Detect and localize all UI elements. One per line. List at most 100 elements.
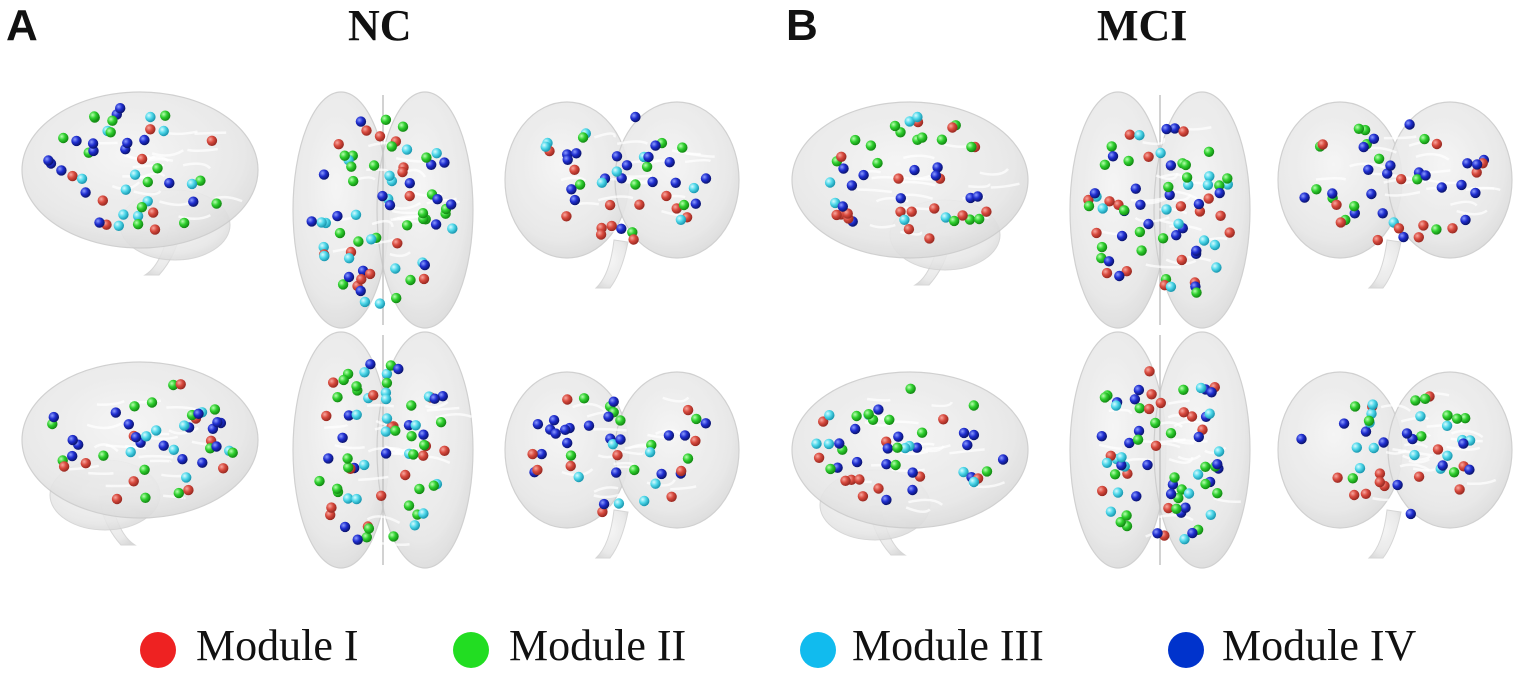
node-module-3: [1165, 281, 1177, 292]
node-module-4: [893, 431, 904, 442]
node-module-3: [644, 447, 656, 458]
node-module-2: [139, 464, 150, 475]
node-module-3: [900, 442, 911, 454]
node-module-1: [333, 139, 344, 150]
node-module-2: [337, 279, 349, 290]
node-module-2: [1442, 410, 1453, 421]
node-module-3: [688, 182, 700, 194]
node-module-1: [813, 452, 825, 463]
node-module-4: [1214, 187, 1225, 199]
node-module-1: [1101, 267, 1113, 279]
node-module-3: [823, 438, 835, 450]
node-module-4: [1103, 256, 1115, 267]
node-module-4: [432, 194, 443, 205]
node-module-4: [188, 196, 199, 207]
node-module-3: [1213, 446, 1225, 457]
node-module-1: [561, 211, 572, 222]
node-module-4: [332, 210, 343, 222]
node-module-2: [1083, 200, 1095, 212]
node-module-4: [1385, 160, 1396, 171]
node-module-4: [343, 410, 355, 421]
node-module-4: [67, 434, 78, 446]
node-module-2: [1420, 393, 1431, 404]
node-module-4: [306, 216, 317, 227]
node-module-2: [132, 219, 144, 230]
node-module-4: [1366, 188, 1377, 200]
node-module-4: [71, 135, 82, 147]
node-module-1: [397, 166, 408, 178]
node-module-4: [1164, 189, 1175, 201]
node-module-1: [1144, 366, 1155, 377]
brain-view: [292, 91, 474, 329]
brain-view: [292, 331, 474, 569]
node-module-4: [43, 155, 54, 166]
node-module-2: [1191, 287, 1202, 298]
node-module-4: [158, 440, 169, 451]
node-module-2: [641, 161, 653, 172]
node-module-1: [1155, 397, 1167, 409]
node-module-1: [873, 483, 884, 494]
node-module-2: [1171, 503, 1182, 514]
node-module-4: [1464, 464, 1475, 475]
node-module-2: [678, 199, 690, 211]
node-module-2: [630, 179, 641, 190]
node-module-4: [1193, 198, 1205, 210]
node-module-4: [583, 420, 595, 431]
node-module-2: [629, 464, 640, 476]
node-module-2: [142, 176, 153, 188]
node-module-2: [1363, 415, 1375, 426]
node-module-3: [366, 234, 377, 245]
node-module-4: [1296, 433, 1307, 445]
node-module-3: [1204, 408, 1215, 419]
node-module-2: [1460, 413, 1471, 424]
node-module-2: [936, 134, 948, 145]
node-module-2: [209, 404, 221, 415]
node-module-1: [682, 404, 694, 416]
node-module-3: [113, 220, 125, 231]
node-module-2: [1118, 205, 1130, 216]
node-module-2: [565, 450, 577, 461]
node-module-1: [1163, 502, 1174, 514]
node-module-1: [1143, 151, 1154, 162]
node-module-1: [565, 460, 576, 472]
node-module-4: [700, 173, 712, 184]
node-module-1: [439, 445, 450, 456]
node-module-4: [670, 177, 681, 188]
node-module-1: [356, 274, 367, 285]
node-module-2: [1096, 241, 1108, 253]
node-module-2: [435, 417, 447, 428]
node-module-1: [1104, 196, 1115, 207]
node-module-3: [431, 148, 442, 159]
node-module-4: [1116, 460, 1127, 471]
node-module-4: [1107, 151, 1119, 162]
node-module-2: [691, 413, 702, 425]
node-module-4: [1191, 245, 1202, 256]
node-module-4: [67, 450, 78, 462]
node-module-1: [840, 475, 851, 486]
node-module-1: [836, 151, 847, 162]
node-module-2: [1349, 201, 1360, 212]
node-module-4: [909, 164, 920, 176]
node-module-2: [1109, 469, 1121, 480]
node-module-3: [318, 241, 329, 253]
node-module-4: [1130, 183, 1142, 194]
node-module-1: [929, 203, 940, 214]
node-module-4: [1368, 133, 1380, 144]
node-module-1: [1332, 472, 1343, 483]
node-module-4: [1161, 123, 1172, 135]
node-module-1: [690, 435, 701, 447]
node-module-4: [1470, 187, 1481, 199]
node-module-1: [1176, 254, 1188, 266]
node-module-4: [690, 198, 701, 209]
node-module-4: [1193, 431, 1205, 443]
brain-view: [1277, 101, 1513, 289]
node-module-1: [903, 224, 915, 235]
node-module-3: [381, 368, 393, 380]
node-module-1: [374, 131, 386, 142]
node-module-2: [677, 142, 688, 153]
legend-label: Module IV: [1222, 621, 1417, 670]
node-module-2: [414, 483, 425, 495]
node-module-4: [858, 169, 869, 181]
node-module-4: [418, 429, 429, 440]
node-module-4: [110, 407, 122, 418]
